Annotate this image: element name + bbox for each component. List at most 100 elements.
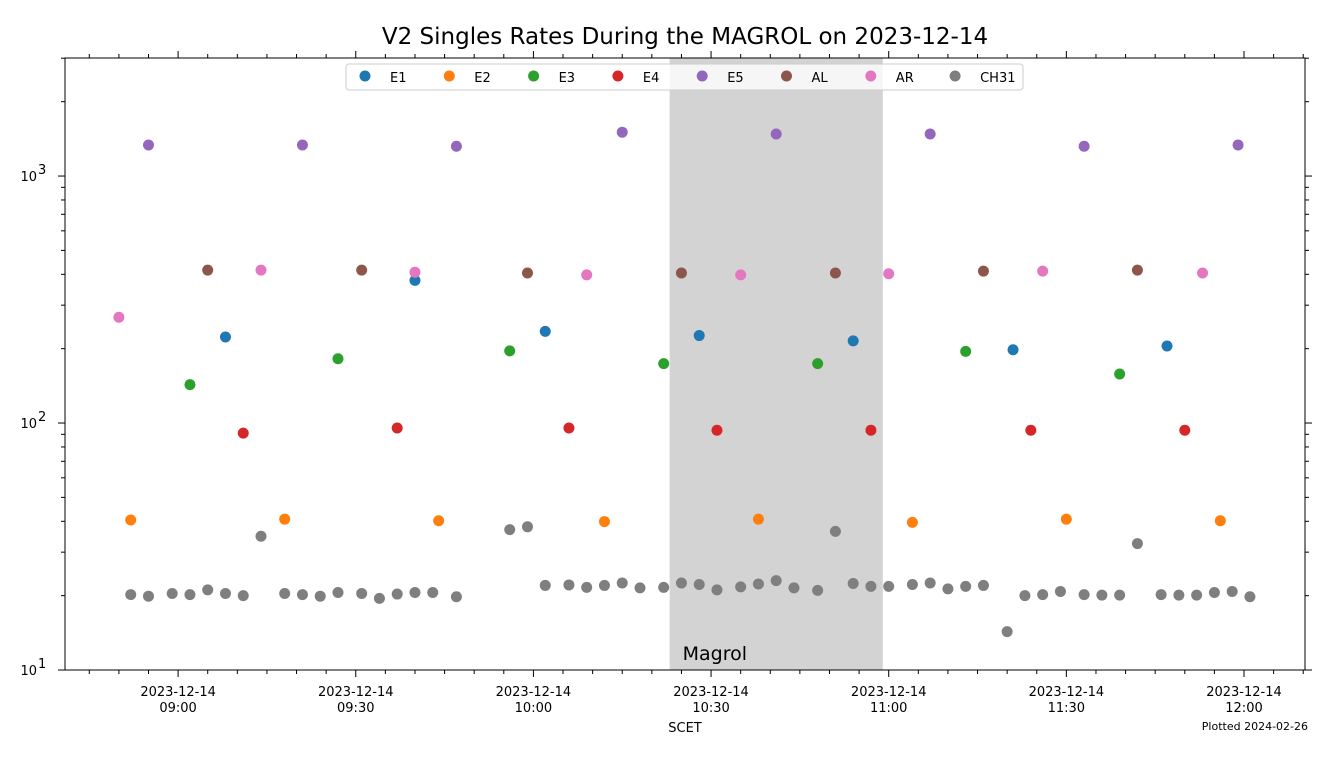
legend-marker-al [781, 70, 792, 82]
point-e1 [1007, 344, 1019, 356]
legend-label-e1: E1 [390, 71, 407, 86]
point-e4 [1025, 424, 1037, 436]
point-e4 [563, 422, 575, 434]
point-ch31 [1155, 589, 1167, 601]
point-ch31 [332, 586, 344, 598]
point-ch31 [1037, 589, 1049, 601]
point-e4 [1179, 424, 1191, 436]
point-e2 [1214, 515, 1226, 527]
point-e1 [693, 330, 705, 342]
point-e2 [1060, 513, 1072, 525]
point-ch31 [865, 580, 877, 592]
point-ch31 [883, 580, 895, 592]
point-al [675, 267, 687, 279]
point-e4 [391, 422, 403, 434]
point-al [521, 267, 533, 279]
legend-label-ar: AR [896, 71, 914, 86]
legend-marker-e1 [359, 70, 371, 82]
point-e1 [219, 331, 231, 343]
point-ch31 [634, 582, 646, 594]
point-ch31 [279, 588, 291, 600]
point-e1 [539, 325, 551, 337]
x-tick-label-date: 2023-12-14 [140, 685, 216, 700]
point-ch31 [829, 525, 841, 537]
point-ch31 [166, 588, 178, 600]
point-ch31 [1244, 591, 1256, 603]
point-ch31 [942, 583, 954, 595]
point-e2 [433, 515, 445, 527]
legend-marker-ch31 [949, 70, 961, 82]
point-ch31 [1208, 586, 1220, 598]
series-e1 [219, 274, 1173, 356]
point-ch31 [184, 589, 196, 601]
point-ch31 [296, 589, 308, 601]
point-ch31 [391, 588, 403, 600]
point-ch31 [1001, 626, 1013, 638]
point-al [829, 267, 841, 279]
legend-marker-ar [865, 70, 877, 82]
series-e4 [237, 422, 1191, 439]
point-ch31 [1191, 589, 1203, 601]
point-ch31 [1096, 589, 1108, 601]
point-ar [113, 311, 125, 323]
point-ch31 [314, 590, 326, 602]
point-e3 [960, 345, 972, 357]
legend-label-e3: E3 [559, 71, 576, 86]
y-tick-label-exponent: 2 [38, 410, 46, 425]
x-tick-label-date: 2023-12-14 [1029, 685, 1105, 700]
point-e3 [1114, 368, 1126, 380]
point-ch31 [1173, 589, 1185, 601]
point-ch31 [356, 588, 368, 600]
point-ch31 [598, 579, 610, 591]
point-ch31 [255, 530, 267, 542]
shaded-region [669, 58, 883, 670]
axes: 2023-12-1409:002023-12-1409:302023-12-14… [20, 51, 1312, 716]
point-ar [735, 269, 747, 281]
point-e3 [504, 345, 516, 357]
point-e5 [1078, 140, 1090, 152]
point-ch31 [693, 578, 705, 590]
legend-label-e4: E4 [643, 71, 660, 86]
point-e5 [296, 139, 308, 151]
point-al [202, 264, 214, 276]
y-tick-label: 10 [20, 170, 37, 185]
legend-marker-e3 [528, 70, 540, 82]
series-e2 [125, 513, 1226, 528]
legend-label-e2: E2 [474, 71, 491, 86]
x-tick-label-time: 10:30 [692, 701, 729, 716]
point-e5 [142, 139, 154, 151]
point-ch31 [219, 588, 231, 600]
point-ch31 [977, 579, 989, 591]
point-ch31 [847, 577, 859, 589]
plot-frame [64, 57, 1306, 671]
point-ch31 [924, 577, 936, 589]
point-e1 [847, 335, 859, 347]
point-ar [255, 264, 267, 276]
magrol-annotation: Magrol [683, 643, 747, 665]
y-tick-label: 10 [20, 664, 37, 679]
point-ar [1197, 267, 1209, 279]
point-ch31 [427, 586, 439, 598]
legend-label-e5: E5 [727, 71, 744, 86]
series-e3 [184, 345, 1126, 391]
point-e3 [332, 353, 344, 365]
point-e4 [711, 424, 723, 436]
chart-title: V2 Singles Rates During the MAGROL on 20… [382, 24, 988, 50]
point-ch31 [675, 577, 687, 589]
point-ch31 [563, 579, 575, 591]
legend-label-ch31: CH31 [980, 71, 1015, 86]
point-ch31 [521, 521, 533, 533]
point-e1 [1161, 340, 1173, 352]
point-ch31 [1131, 538, 1143, 550]
y-tick-label-exponent: 3 [38, 163, 46, 178]
series-ar [113, 264, 1209, 323]
point-ch31 [504, 524, 516, 536]
point-ch31 [373, 592, 385, 604]
series-ch31 [125, 521, 1256, 638]
point-e3 [812, 358, 824, 370]
point-e5 [924, 128, 936, 140]
x-tick-label-time: 10:00 [515, 701, 552, 716]
x-tick-label-time: 11:00 [870, 701, 907, 716]
series-al [202, 264, 1143, 279]
